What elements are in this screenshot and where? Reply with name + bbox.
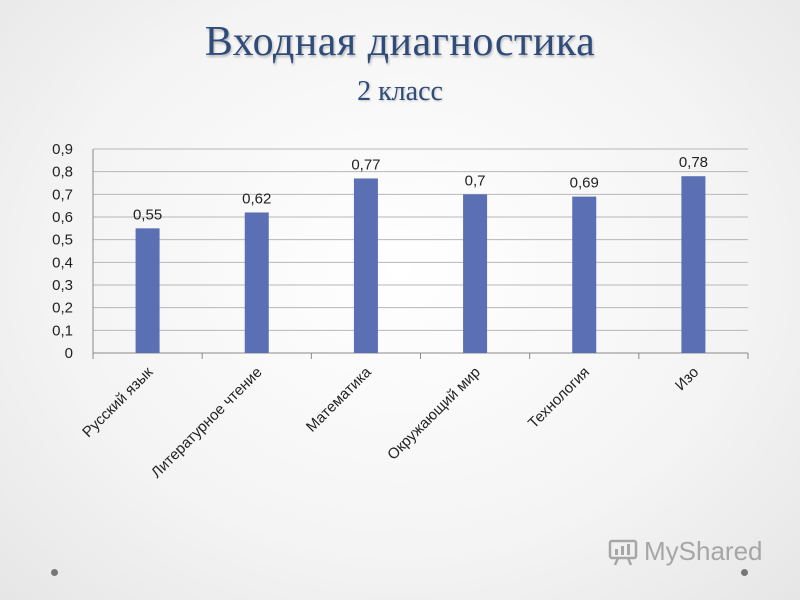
y-tick-label: 0,6 bbox=[52, 209, 73, 226]
y-tick-label: 0,8 bbox=[52, 164, 73, 181]
data-label: 0,78 bbox=[679, 154, 708, 171]
y-tick-label: 0,9 bbox=[52, 141, 73, 158]
data-label: 0,77 bbox=[351, 156, 380, 173]
presentation-board-icon bbox=[608, 539, 638, 565]
y-tick-label: 0 bbox=[65, 345, 73, 362]
y-tick-label: 0,3 bbox=[52, 277, 73, 294]
slide-nav-dot-right bbox=[741, 569, 748, 576]
data-label: 0,69 bbox=[570, 175, 599, 192]
bar bbox=[135, 228, 160, 353]
y-tick-label: 0,2 bbox=[52, 300, 73, 317]
y-tick-label: 0,7 bbox=[52, 186, 73, 203]
bar bbox=[572, 196, 597, 353]
x-category-label: Русский язык bbox=[79, 364, 157, 442]
y-tick-label: 0,4 bbox=[52, 254, 73, 271]
bar bbox=[463, 194, 488, 353]
watermark-text: MyShared bbox=[644, 536, 763, 566]
y-tick-label: 0,5 bbox=[52, 232, 73, 249]
data-label: 0,62 bbox=[242, 190, 271, 207]
data-label: 0,7 bbox=[465, 172, 486, 189]
bar bbox=[244, 212, 269, 353]
data-label: 0,55 bbox=[133, 206, 162, 223]
watermark: MyShared bbox=[608, 536, 763, 567]
bar bbox=[681, 176, 706, 353]
slide-subtitle: 2 класс bbox=[357, 76, 443, 107]
bar bbox=[353, 178, 378, 353]
x-category-label: Технология bbox=[525, 364, 593, 432]
x-category-label: Математика bbox=[303, 363, 375, 435]
x-category-label: Изо bbox=[672, 364, 702, 394]
x-category-label: Окружающий мир bbox=[384, 364, 484, 464]
x-category-label: Литературное чтение bbox=[148, 364, 266, 482]
y-tick-label: 0,1 bbox=[52, 322, 73, 339]
slide-nav-dot-left bbox=[51, 569, 58, 576]
slide-title: Входная диагностика bbox=[204, 19, 596, 65]
